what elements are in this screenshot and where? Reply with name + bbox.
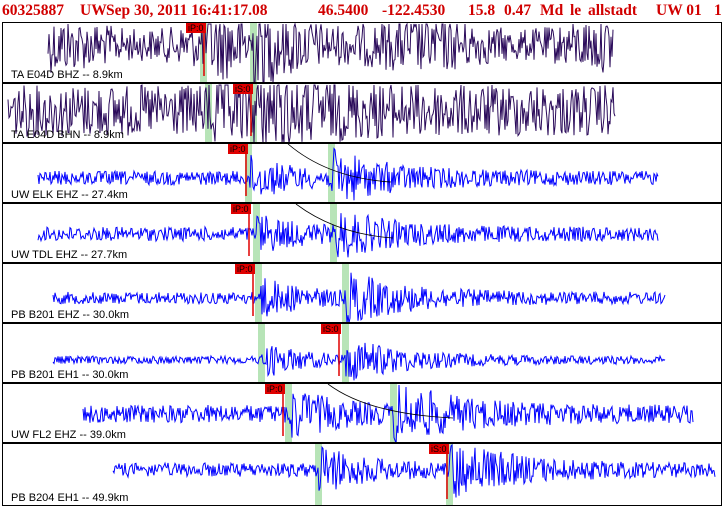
waveform-trace xyxy=(112,444,716,498)
waveform-panels: iP:0 TA E04D BHZ -- 8.9km iS:0 TA E04D BHN … xyxy=(2,22,724,506)
phase-pick-label[interactable]: iP:0 xyxy=(265,384,285,394)
waveform-canvas xyxy=(112,444,716,505)
station-channel-label: TA E04D BHZ -- 8.9km xyxy=(11,69,123,81)
station-channel-label: PB B204 EH1 -- 49.9km xyxy=(11,492,129,504)
seismogram-panel[interactable]: iP:0 UW ELK EHZ -- 27.4km xyxy=(2,143,722,203)
waveform-trace xyxy=(47,23,614,82)
event-longitude: -122.4530 xyxy=(382,2,446,19)
station-channel-label: UW ELK EHZ -- 27.4km xyxy=(11,189,128,201)
p-window-marker xyxy=(285,384,292,442)
moveout-curve xyxy=(287,144,392,183)
moveout-curve xyxy=(295,204,394,239)
event-mag-type: Md xyxy=(540,2,564,19)
event-id: 60325887 xyxy=(2,2,64,19)
phase-pick-label[interactable]: iS:0 xyxy=(429,444,449,454)
phase-pick-label[interactable]: iS:0 xyxy=(321,324,341,334)
waveform-canvas xyxy=(52,264,666,322)
station-channel-label: TA E04D BHN -- 8.9km xyxy=(11,129,124,141)
p-window-marker xyxy=(245,144,252,202)
event-datetime: Sep 30, 2011 16:41:17.08 xyxy=(106,2,268,19)
phase-pick-label[interactable]: iP:0 xyxy=(228,144,248,154)
waveform-canvas xyxy=(7,84,616,142)
p-window-marker xyxy=(255,264,262,322)
p-window-marker xyxy=(258,324,265,382)
phase-pick-label[interactable]: iP:0 xyxy=(231,204,251,214)
moveout-curve xyxy=(327,384,454,419)
waveform-trace xyxy=(52,272,666,322)
seismogram-panel[interactable]: iP:0 TA E04D BHZ -- 8.9km xyxy=(2,22,722,83)
station-channel-label: UW FL2 EHZ -- 39.0km xyxy=(11,429,126,441)
seismogram-panel[interactable]: iS:0 TA E04D BHN -- 8.9km xyxy=(2,83,722,143)
waveform-canvas xyxy=(47,23,614,82)
event-latitude: 46.5400 xyxy=(318,2,369,19)
event-header: 60325887 UW Sep 30, 2011 16:41:17.08 46.… xyxy=(0,0,726,22)
seismogram-panel[interactable]: iP:0 UW TDL EHZ -- 27.7km xyxy=(2,203,722,263)
station-channel-label: UW TDL EHZ -- 27.7km xyxy=(11,249,128,261)
seismogram-panel[interactable]: iS:0 PB B201 EH1 -- 30.0km xyxy=(2,323,722,383)
s-window-marker xyxy=(342,324,349,382)
s-window-marker xyxy=(330,204,337,262)
event-trailing: 1 xyxy=(714,2,722,19)
phase-pick-label[interactable]: iP:0 xyxy=(235,264,255,274)
s-window-marker xyxy=(446,444,453,505)
phase-pick-label[interactable]: iS:0 xyxy=(233,84,253,94)
phase-pick-label[interactable]: iP:0 xyxy=(186,23,206,33)
waveform-trace xyxy=(7,84,616,142)
waveform-trace xyxy=(52,342,666,381)
station-channel-label: PB B201 EH1 -- 30.0km xyxy=(11,369,129,381)
waveform-canvas xyxy=(37,144,659,202)
waveform-canvas xyxy=(52,324,666,382)
seismogram-panel[interactable]: iS:0 PB B204 EH1 -- 49.9km xyxy=(2,443,722,506)
waveform-trace xyxy=(37,147,659,201)
seismogram-panel[interactable]: iP:0 UW FL2 EHZ -- 39.0km xyxy=(2,383,722,443)
waveform-canvas xyxy=(37,204,659,262)
event-agency-version: UW 01 xyxy=(656,2,702,19)
event-type: le xyxy=(570,2,582,19)
waveform-trace xyxy=(82,384,694,442)
event-analyst: allstadt xyxy=(588,2,638,19)
event-network: UW xyxy=(80,2,107,19)
station-channel-label: PB B201 EHZ -- 30.0km xyxy=(11,309,129,321)
s-window-marker xyxy=(328,144,335,202)
waveform-trace xyxy=(37,213,659,258)
seismogram-panel[interactable]: iP:0 PB B201 EHZ -- 30.0km xyxy=(2,263,722,323)
s-window-marker xyxy=(390,384,397,442)
waveform-canvas xyxy=(82,384,694,442)
event-magnitude: 0.47 xyxy=(504,2,532,19)
event-depth: 15.8 xyxy=(468,2,496,19)
